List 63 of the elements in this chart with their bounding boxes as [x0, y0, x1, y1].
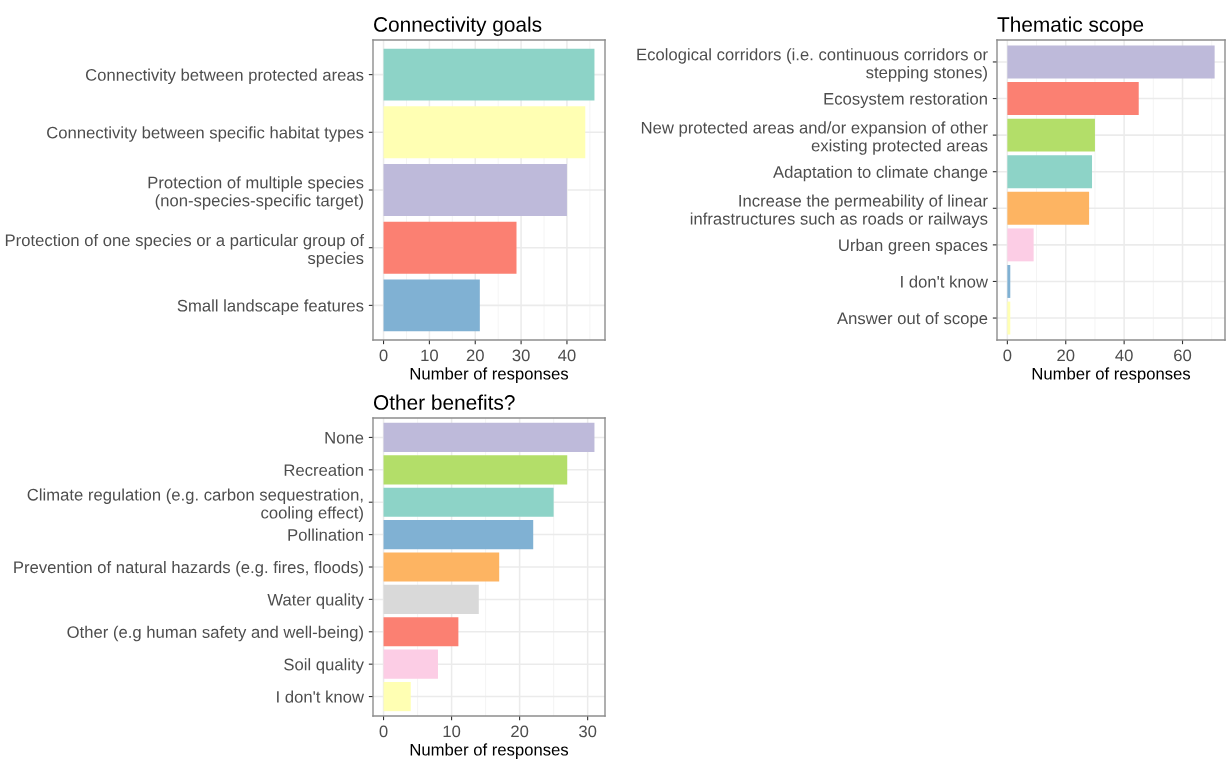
- x-tick-label: 20: [1057, 349, 1075, 362]
- y-tick-label: None: [325, 432, 364, 444]
- bar: [1007, 45, 1215, 79]
- chart-title: Other benefits?: [373, 394, 515, 410]
- x-tick-label: 10: [443, 725, 461, 738]
- x-tick-label: 0: [1003, 349, 1012, 362]
- y-tick-label: Protection of multiple species (non-species-specific target): [148, 176, 364, 210]
- bar: [1007, 191, 1090, 225]
- y-tick-label: I don't know: [901, 275, 989, 288]
- x-axis-title: Number of responses: [410, 743, 569, 759]
- x-tick-label: 40: [558, 349, 576, 362]
- y-tick-label: Recreation: [284, 463, 363, 477]
- x-tick-label: 0: [379, 725, 388, 738]
- y-tick-label: Climate regulation (e.g. carbon sequestration, cooling effect): [27, 488, 363, 522]
- bar: [1007, 301, 1011, 335]
- y-tick-label: Protection of one species or a particular group of species: [5, 233, 365, 268]
- bar: [1007, 155, 1093, 189]
- y-tick-label: Connectivity between specific habitat types: [47, 126, 364, 142]
- x-tick-label: 10: [421, 349, 439, 362]
- y-tick-label: Small landscape features: [177, 299, 364, 315]
- y-tick-label: Water quality: [267, 593, 364, 609]
- y-tick-label: Urban green spaces: [839, 238, 988, 255]
- bar: [1007, 228, 1034, 262]
- bar: [383, 455, 568, 485]
- bar: [383, 106, 586, 159]
- x-axis-title: Number of responses: [1032, 367, 1191, 383]
- y-tick-label: Increase the permeability of linear infrastructures such as roads or railways: [690, 194, 988, 228]
- bar: [383, 48, 595, 101]
- y-tick-label: Connectivity between protected areas: [85, 68, 364, 85]
- y-tick-label: Prevention of natural hazards (e.g. fires, floods): [14, 560, 363, 577]
- bar: [383, 681, 411, 712]
- y-tick-label: New protected areas and/or expansion of other existing protected areas: [641, 121, 988, 155]
- bar: [383, 164, 567, 216]
- chart-title: Connectivity goals: [374, 16, 542, 36]
- y-tick-label: Ecosystem restoration: [824, 92, 987, 109]
- y-tick-label: Ecological corridors (i.e. continuous corridors or stepping stones): [637, 48, 988, 82]
- bar: [1007, 82, 1139, 115]
- bar: [383, 552, 500, 582]
- bar: [383, 487, 554, 517]
- x-axis-title: Number of responses: [410, 367, 569, 383]
- bar: [1007, 265, 1011, 298]
- bar: [383, 617, 459, 647]
- bar: [383, 520, 534, 550]
- bar: [383, 422, 595, 453]
- y-tick-label: I don't know: [277, 690, 365, 703]
- x-tick-label: 20: [466, 349, 484, 362]
- y-tick-label: Soil quality: [284, 658, 364, 674]
- bar: [383, 584, 479, 614]
- y-tick-label: Other (e.g human safety and well-being): [67, 625, 363, 642]
- bar: [383, 649, 438, 679]
- chart-title: Thematic scope: [997, 16, 1144, 36]
- x-tick-label: 40: [1115, 349, 1133, 362]
- x-tick-label: 60: [1174, 349, 1192, 362]
- bar: [383, 221, 517, 274]
- x-tick-label: 30: [512, 349, 530, 362]
- y-tick-label: Adaptation to climate change: [773, 165, 988, 182]
- x-tick-label: 30: [579, 725, 597, 738]
- x-tick-label: 0: [379, 349, 388, 362]
- x-tick-label: 20: [511, 725, 529, 738]
- bar: [383, 279, 480, 332]
- y-tick-label: Pollination: [288, 528, 363, 541]
- y-tick-label: Answer out of scope: [837, 312, 988, 328]
- bar: [1007, 118, 1095, 152]
